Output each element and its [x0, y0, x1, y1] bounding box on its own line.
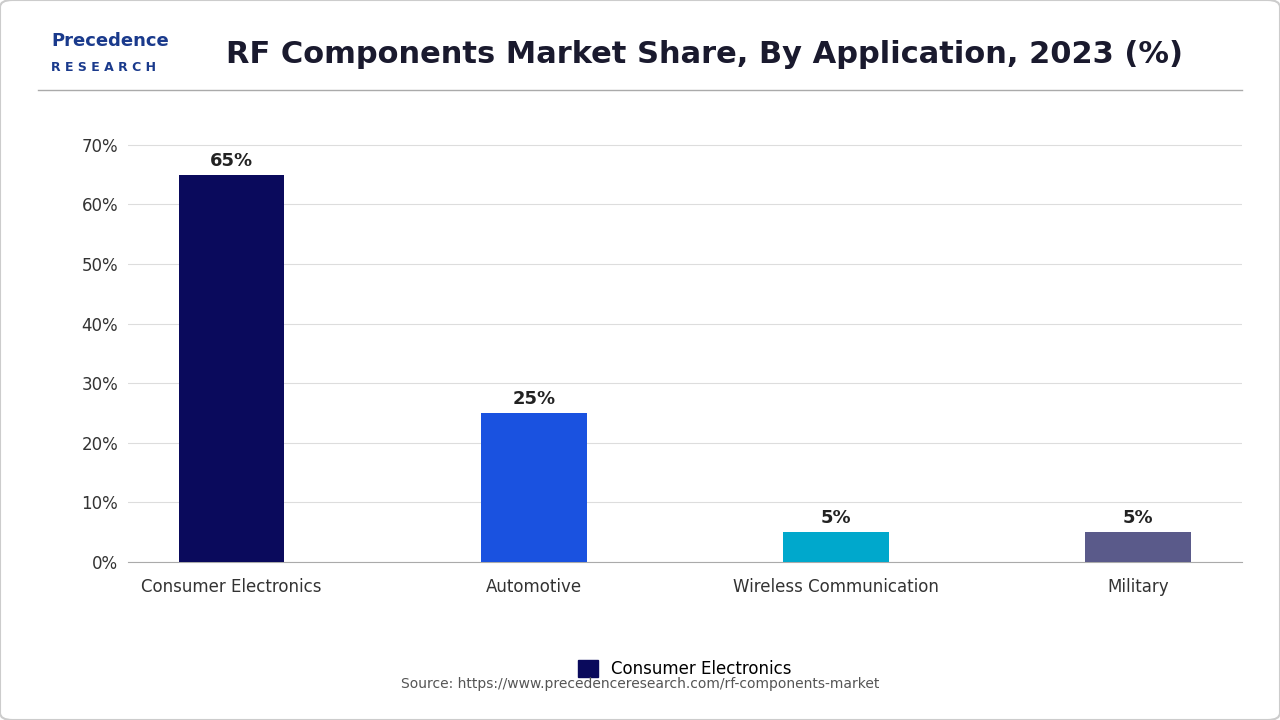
Bar: [179, 175, 284, 562]
Legend: Consumer Electronics: Consumer Electronics: [577, 660, 792, 678]
Bar: [1085, 532, 1190, 562]
Bar: [481, 413, 586, 562]
Text: 25%: 25%: [512, 390, 556, 408]
Bar: [783, 532, 888, 562]
Text: 65%: 65%: [210, 152, 253, 170]
Text: Precedence: Precedence: [51, 32, 169, 50]
Text: Source: https://www.precedenceresearch.com/rf-components-market: Source: https://www.precedenceresearch.c…: [401, 678, 879, 691]
Text: 5%: 5%: [820, 509, 851, 527]
Text: RF Components Market Share, By Application, 2023 (%): RF Components Market Share, By Applicati…: [225, 40, 1183, 68]
Text: R E S E A R C H: R E S E A R C H: [51, 61, 156, 74]
Text: 5%: 5%: [1123, 509, 1153, 527]
